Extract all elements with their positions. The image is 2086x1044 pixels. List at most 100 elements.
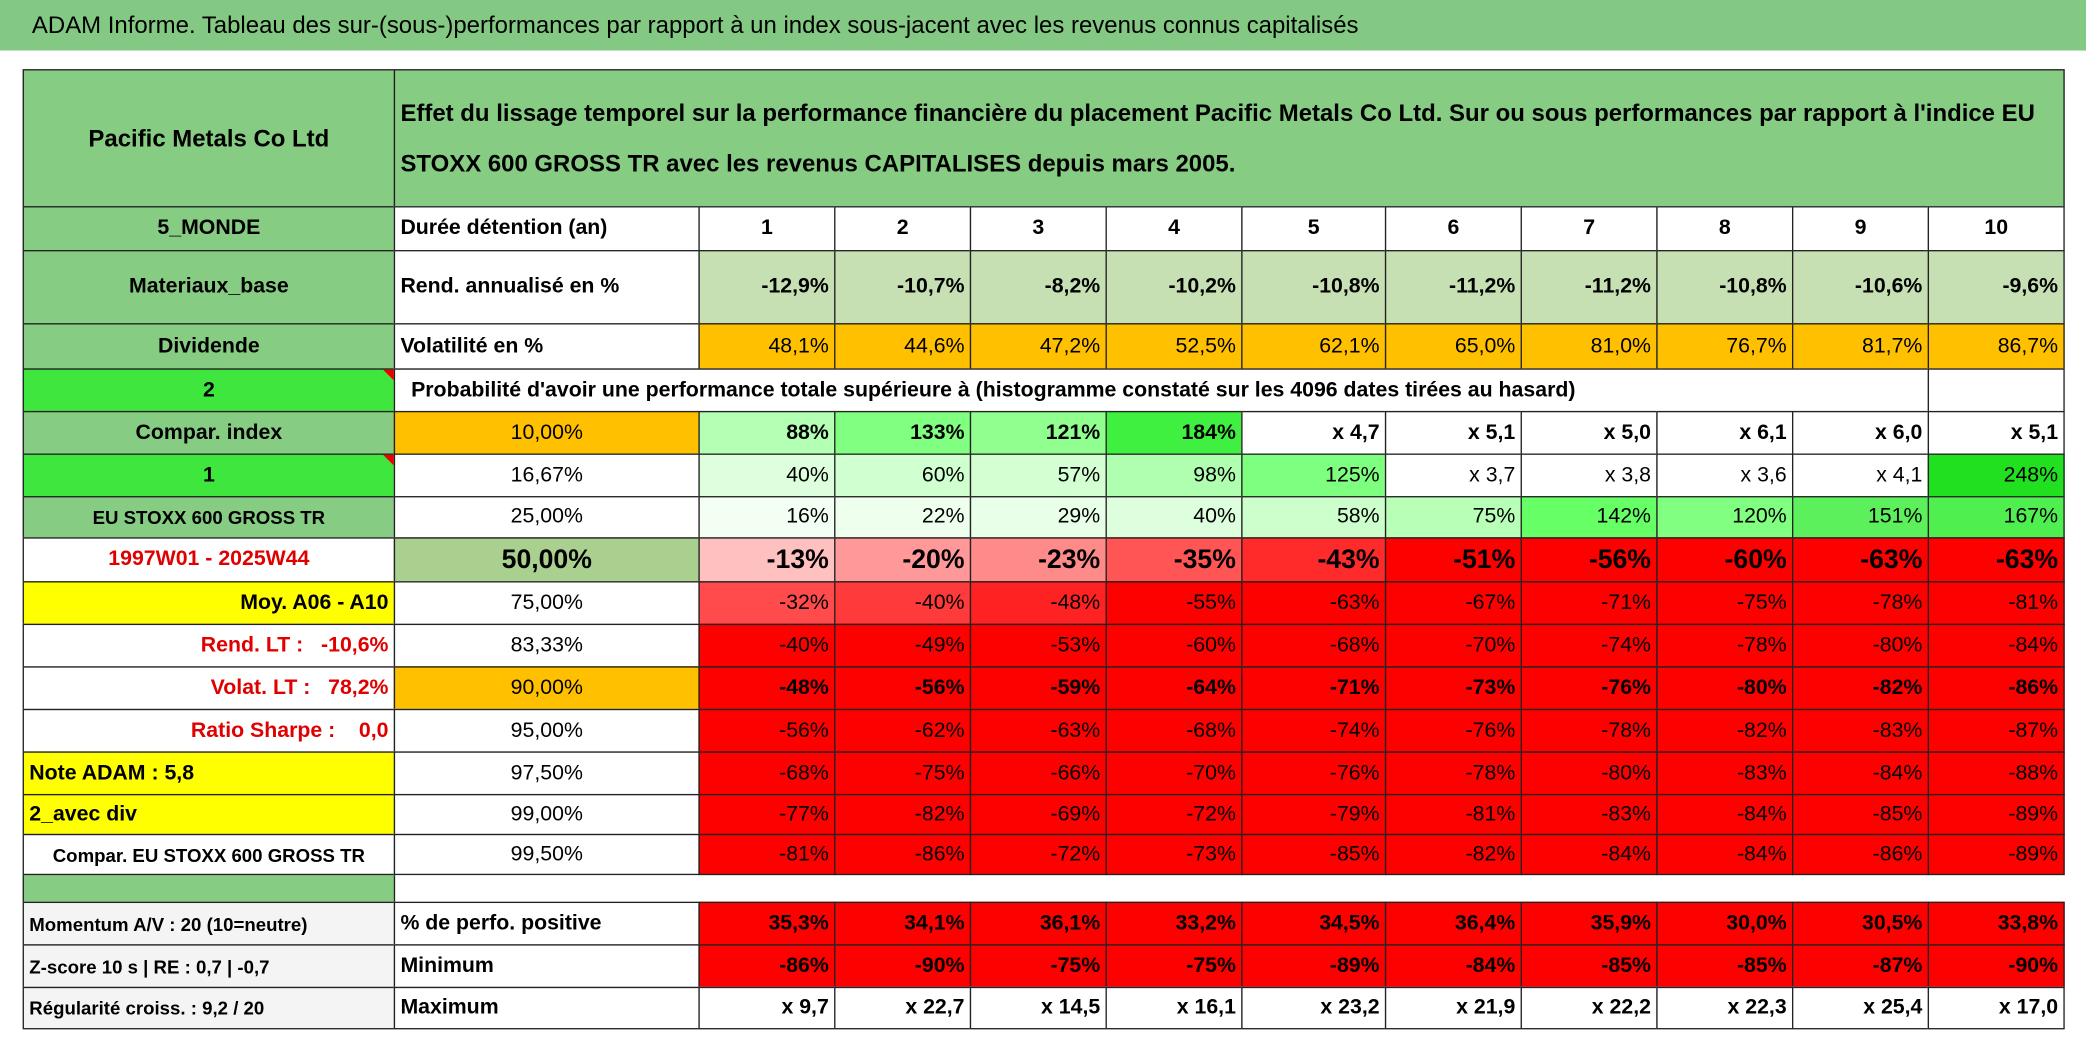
value: -56% [1520,537,1658,583]
value: 52,5% [1105,323,1243,370]
value: 98% [1105,453,1243,498]
row-label: Momentum A/V : 20 (10=neutre) [22,901,396,946]
value: x 22,3 [1656,986,1794,1030]
value: -86% [698,944,836,989]
quantile: 25,00% [393,496,700,539]
value: -74% [1520,623,1658,668]
quantile: 90,00% [393,666,700,711]
value: -80% [1520,751,1658,796]
value: 133% [834,410,972,455]
value: x 14,5 [969,986,1107,1030]
row-label: 2 [22,368,396,413]
value: -82% [1791,666,1930,711]
column-header: 2 [834,206,972,252]
value: -83% [1791,708,1930,753]
value: 35,9% [1520,901,1658,946]
value: -48% [698,666,836,711]
quantile: 95,00% [393,708,700,753]
value: -23% [969,537,1107,583]
value: -40% [698,623,836,668]
page-title: ADAM Informe. Tableau des sur-(sous-)per… [0,0,2086,51]
value: -8,2% [969,250,1107,325]
value: 35,3% [698,901,836,946]
column-header: 8 [1656,206,1794,252]
value: x 17,0 [1927,986,2065,1030]
column-header: 4 [1105,206,1243,252]
row-label: Régularité croiss. : 9,2 / 20 [22,986,396,1030]
table-name: Pacific Metals Co Ltd [22,69,396,208]
value: -53% [969,623,1107,668]
value: -70% [1105,751,1243,796]
row-label: Rend. LT : -10,6% [22,623,396,668]
value: -84% [1791,751,1930,796]
value: x 4,1 [1791,453,1930,498]
value: -12,9% [698,250,836,325]
row-label: 2_avec div [22,793,396,836]
value: -88% [1927,751,2065,796]
value: -84% [1520,833,1658,876]
value: -77% [698,793,836,836]
value: -85% [1520,944,1658,989]
value: -74% [1241,708,1387,753]
value: -72% [969,833,1107,876]
value: -56% [698,708,836,753]
value: -78% [1791,581,1930,626]
value: -48% [969,581,1107,626]
row-label: Compar. index [22,410,396,455]
value: 248% [1927,453,2065,498]
value: x 4,7 [1241,410,1387,455]
value: -81% [698,833,836,876]
value: -11,2% [1384,250,1522,325]
value: -60% [1656,537,1794,583]
quantile: 16,67% [393,453,700,498]
value: x 3,7 [1384,453,1522,498]
quantile: 75,00% [393,581,700,626]
value: -82% [834,793,972,836]
value: x 21,9 [1384,986,1522,1030]
value: 151% [1791,496,1930,539]
row-label: Compar. EU STOXX 600 GROSS TR [22,833,396,876]
value: -89% [1241,944,1387,989]
row-label: 1997W01 - 2025W44 [22,537,396,583]
value: 62,1% [1241,323,1387,370]
value: 121% [969,410,1107,455]
value: -76% [1384,708,1522,753]
value: 60% [834,453,972,498]
value: 142% [1520,496,1658,539]
value: -85% [1791,793,1930,836]
quantile: 83,33% [393,623,700,668]
value: -32% [698,581,836,626]
value: 30,5% [1791,901,1930,946]
row-heading: Volatilité en % [393,323,700,370]
value: x 25,4 [1791,986,1930,1030]
value: -86% [1791,833,1930,876]
value: -90% [1927,944,2065,989]
column-header: 1 [698,206,836,252]
value: -67% [1384,581,1522,626]
value: -64% [1105,666,1243,711]
value: -63% [1927,537,2065,583]
value: x 6,0 [1791,410,1930,455]
row-label: Ratio Sharpe : 0,0 [22,708,396,753]
value: -63% [969,708,1107,753]
row-heading: Maximum [393,986,700,1030]
value: 57% [969,453,1107,498]
value: 40% [698,453,836,498]
column-header: 7 [1520,206,1658,252]
value: 22% [834,496,972,539]
value: x 3,6 [1656,453,1794,498]
value: -83% [1520,793,1658,836]
value: -9,6% [1927,250,2065,325]
value: -55% [1105,581,1243,626]
value: -63% [1791,537,1930,583]
value: -87% [1927,708,2065,753]
column-header: 3 [969,206,1107,252]
value: -75% [834,751,972,796]
value: -69% [969,793,1107,836]
row-heading: % de perfo. positive [393,901,700,946]
column-header: 10 [1927,206,2065,252]
column-header: 6 [1384,206,1522,252]
row-label: 5_MONDE [22,206,396,252]
value: 33,8% [1927,901,2065,946]
